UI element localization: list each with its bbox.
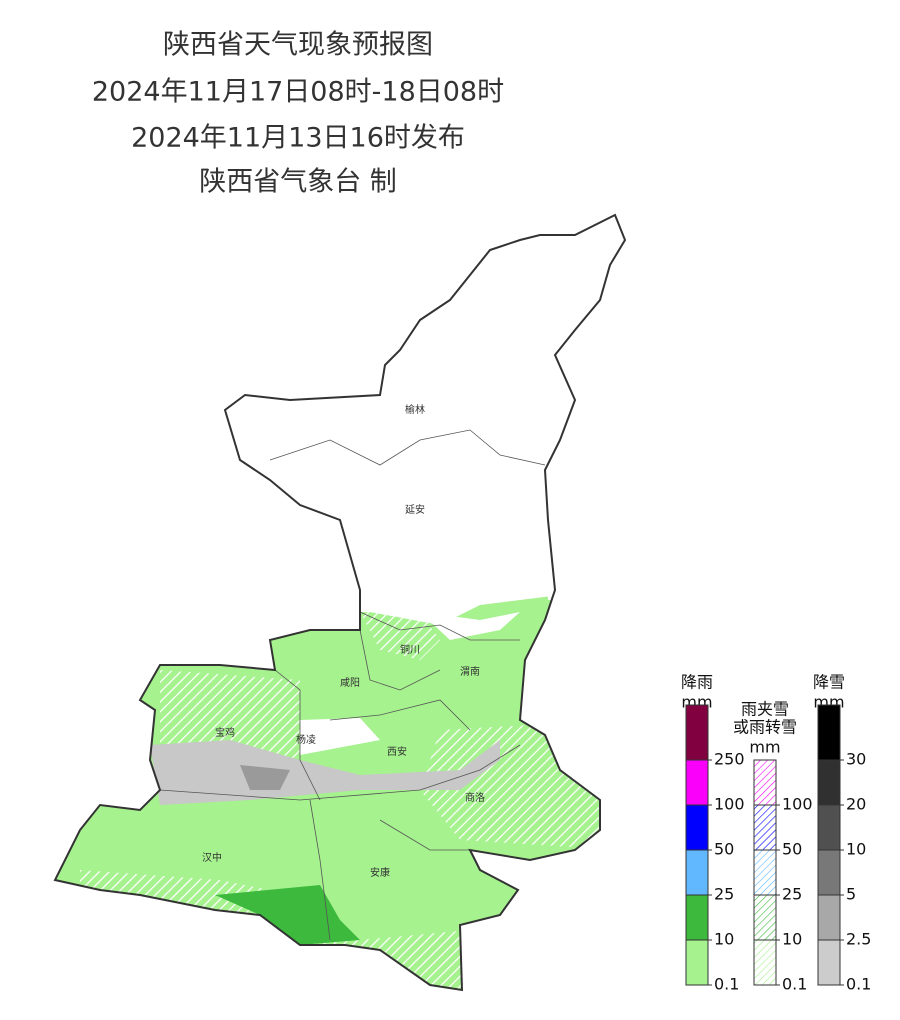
legend-title: 降雪 [813, 673, 845, 692]
legend-tick-label: 250 [714, 750, 745, 769]
legend-swatch [685, 704, 709, 761]
legend-tick-label: 100 [782, 795, 813, 814]
legend-tick-label: 25 [714, 885, 734, 904]
legend: 降雨mm0.1102550100250雨夹雪或雨转雪mm0.1102550100… [681, 673, 871, 994]
city-label: 汉中 [202, 851, 222, 864]
city-borders [159, 429, 546, 941]
legend-swatch [685, 894, 709, 941]
legend-swatch [817, 759, 841, 806]
legend-swatch [817, 849, 841, 896]
legend-title: 或雨转雪 [733, 718, 797, 737]
legend-swatch [685, 939, 709, 986]
legend-tick-label: 50 [782, 840, 802, 859]
city-label: 西安 [387, 745, 407, 758]
city-label: 杨凌 [296, 733, 316, 746]
legend-tick-label: 2.5 [846, 930, 871, 949]
legend-swatch [817, 939, 841, 986]
city-label: 铜川 [400, 644, 420, 656]
legend-tick-label: 100 [714, 795, 745, 814]
city-label: 榆林 [405, 403, 425, 416]
legend-swatch [685, 759, 709, 806]
city-label: 宝鸡 [215, 726, 235, 739]
city-label: 商洛 [465, 791, 485, 804]
city-label: 延安 [405, 503, 425, 516]
legend-title: 雨夹雪 [741, 700, 789, 719]
city-label: 渭南 [460, 665, 480, 678]
period: 2024年11月17日08时-18日08时 [92, 77, 504, 108]
legend-swatch [817, 804, 841, 851]
legend-tick-label: 0.1 [782, 975, 807, 994]
legend-swatch [753, 804, 777, 851]
legend-tick-label: 25 [782, 885, 802, 904]
legend-swatch [753, 939, 777, 986]
city-label: 安康 [370, 866, 390, 879]
legend-tick-label: 10 [782, 930, 802, 949]
title: 陕西省天气现象预报图 [163, 30, 433, 61]
issuer: 陕西省气象台 制 [199, 167, 397, 198]
legend-swatch [685, 849, 709, 896]
issued: 2024年11月13日16时发布 [131, 123, 465, 154]
city-label: 咸阳 [340, 677, 360, 689]
legend-swatch [753, 849, 777, 896]
legend-tick-label: 0.1 [714, 975, 739, 994]
legend-tick-label: 20 [846, 795, 866, 814]
legend-swatch [753, 894, 777, 941]
legend-tick-label: 0.1 [846, 975, 871, 994]
legend-swatch [817, 894, 841, 941]
legend-tick-label: 5 [846, 885, 856, 904]
legend-title: 降雨 [681, 673, 713, 692]
precip-areas [55, 470, 620, 990]
legend-swatch [753, 759, 777, 806]
legend-tick-label: 50 [714, 840, 734, 859]
legend-swatch [817, 704, 841, 761]
legend-tick-label: 10 [714, 930, 734, 949]
legend-tick-label: 30 [846, 750, 866, 769]
legend-unit: mm [749, 738, 780, 757]
legend-swatch [685, 804, 709, 851]
legend-tick-label: 10 [846, 840, 866, 859]
